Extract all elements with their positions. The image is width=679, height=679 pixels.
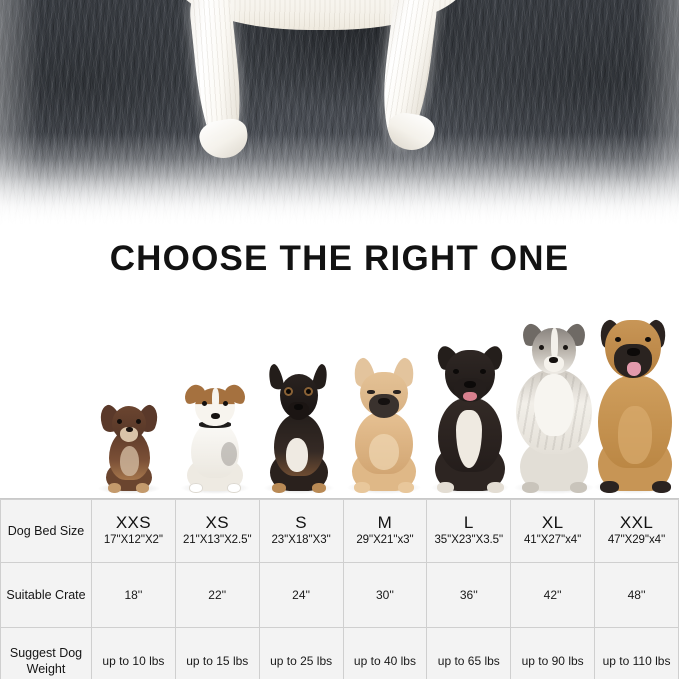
size-code-xxl: XXL: [619, 513, 654, 533]
dog-illustration-xl: [508, 308, 600, 494]
cell-crate-m: 30'': [342, 562, 428, 628]
size-code-s: S: [295, 513, 307, 533]
cell-weight-xxl: up to 110 lbs: [594, 627, 679, 679]
cell-weight-xxs: up to 10 lbs: [91, 627, 176, 679]
row-label-suggest-dog-weight: Suggest Dog Weight: [0, 627, 92, 679]
cell-weight-xl: up to 90 lbs: [510, 627, 596, 679]
row-label-suitable-crate: Suitable Crate: [0, 562, 92, 628]
dog-illustration-xxl: [588, 298, 678, 494]
size-dims-s: 23''X18''X3'': [271, 534, 331, 547]
cell-bed-size-l: L 35''X23''X3.5'': [426, 499, 512, 563]
page-title: CHOOSE THE RIGHT ONE: [109, 239, 570, 278]
dog-size-lineup: [0, 296, 679, 498]
cell-bed-size-s: S 23''X18''X3'': [258, 499, 344, 563]
cell-crate-xl: 42'': [510, 562, 596, 628]
cell-crate-xxs: 18'': [91, 562, 176, 628]
photo-bottom-white-fade: [0, 0, 679, 240]
cell-crate-l: 36'': [426, 562, 512, 628]
size-dims-xxl: 47''X29''x4'': [607, 534, 666, 547]
size-dims-m: 29''X21''x3'': [356, 534, 414, 547]
cell-crate-xs: 22'': [174, 562, 260, 628]
dog-illustration-l: [425, 332, 515, 494]
cell-weight-xs: up to 15 lbs: [174, 627, 260, 679]
size-code-xl: XL: [541, 513, 564, 533]
size-code-xs: XS: [205, 513, 229, 533]
cell-bed-size-xl: XL 41''X27''x4'': [510, 499, 596, 563]
size-dims-l: 35''X23''X3.5'': [434, 534, 504, 547]
dog-illustration-s: [258, 360, 340, 494]
cell-bed-size-xs: XS 21''X13''X2.5'': [174, 499, 260, 563]
cell-weight-m: up to 40 lbs: [342, 627, 428, 679]
size-code-l: L: [463, 513, 474, 533]
size-code-m: M: [377, 513, 393, 533]
cell-bed-size-m: M 29''X21''x3'': [342, 499, 428, 563]
dog-illustration-xxs: [92, 394, 166, 494]
size-dims-xs: 21''X13''X2.5'': [182, 534, 252, 547]
dog-illustration-xs: [175, 376, 255, 494]
table-row-bed-size: Dog Bed Size XXS 17''X12''X2'' XS 21''X1…: [0, 499, 679, 563]
cell-bed-size-xxs: XXS 17''X12''X2'': [91, 499, 176, 563]
size-code-xxs: XXS: [115, 513, 152, 533]
table-row-suitable-crate: Suitable Crate 18'' 22'' 24'' 30'' 36'' …: [0, 562, 679, 628]
dog-illustration-m: [341, 352, 427, 494]
cell-crate-s: 24'': [258, 562, 344, 628]
table-top-rule: [0, 498, 679, 499]
cell-bed-size-xxl: XXL 47''X29''x4'': [594, 499, 679, 563]
hero-fur-bed-photo: [0, 0, 679, 240]
size-dims-xl: 41''X27''x4'': [524, 534, 582, 547]
size-spec-table: Dog Bed Size XXS 17''X12''X2'' XS 21''X1…: [0, 499, 679, 679]
photo-side-white-fade: [0, 0, 679, 240]
cell-weight-s: up to 25 lbs: [258, 627, 344, 679]
size-dims-xxs: 17''X12''X2'': [103, 534, 164, 547]
table-row-suggest-dog-weight: Suggest Dog Weight up to 10 lbs up to 15…: [0, 627, 679, 679]
cell-weight-l: up to 65 lbs: [426, 627, 512, 679]
cell-crate-xxl: 48'': [594, 562, 679, 628]
row-label-dog-bed-size: Dog Bed Size: [0, 499, 92, 563]
